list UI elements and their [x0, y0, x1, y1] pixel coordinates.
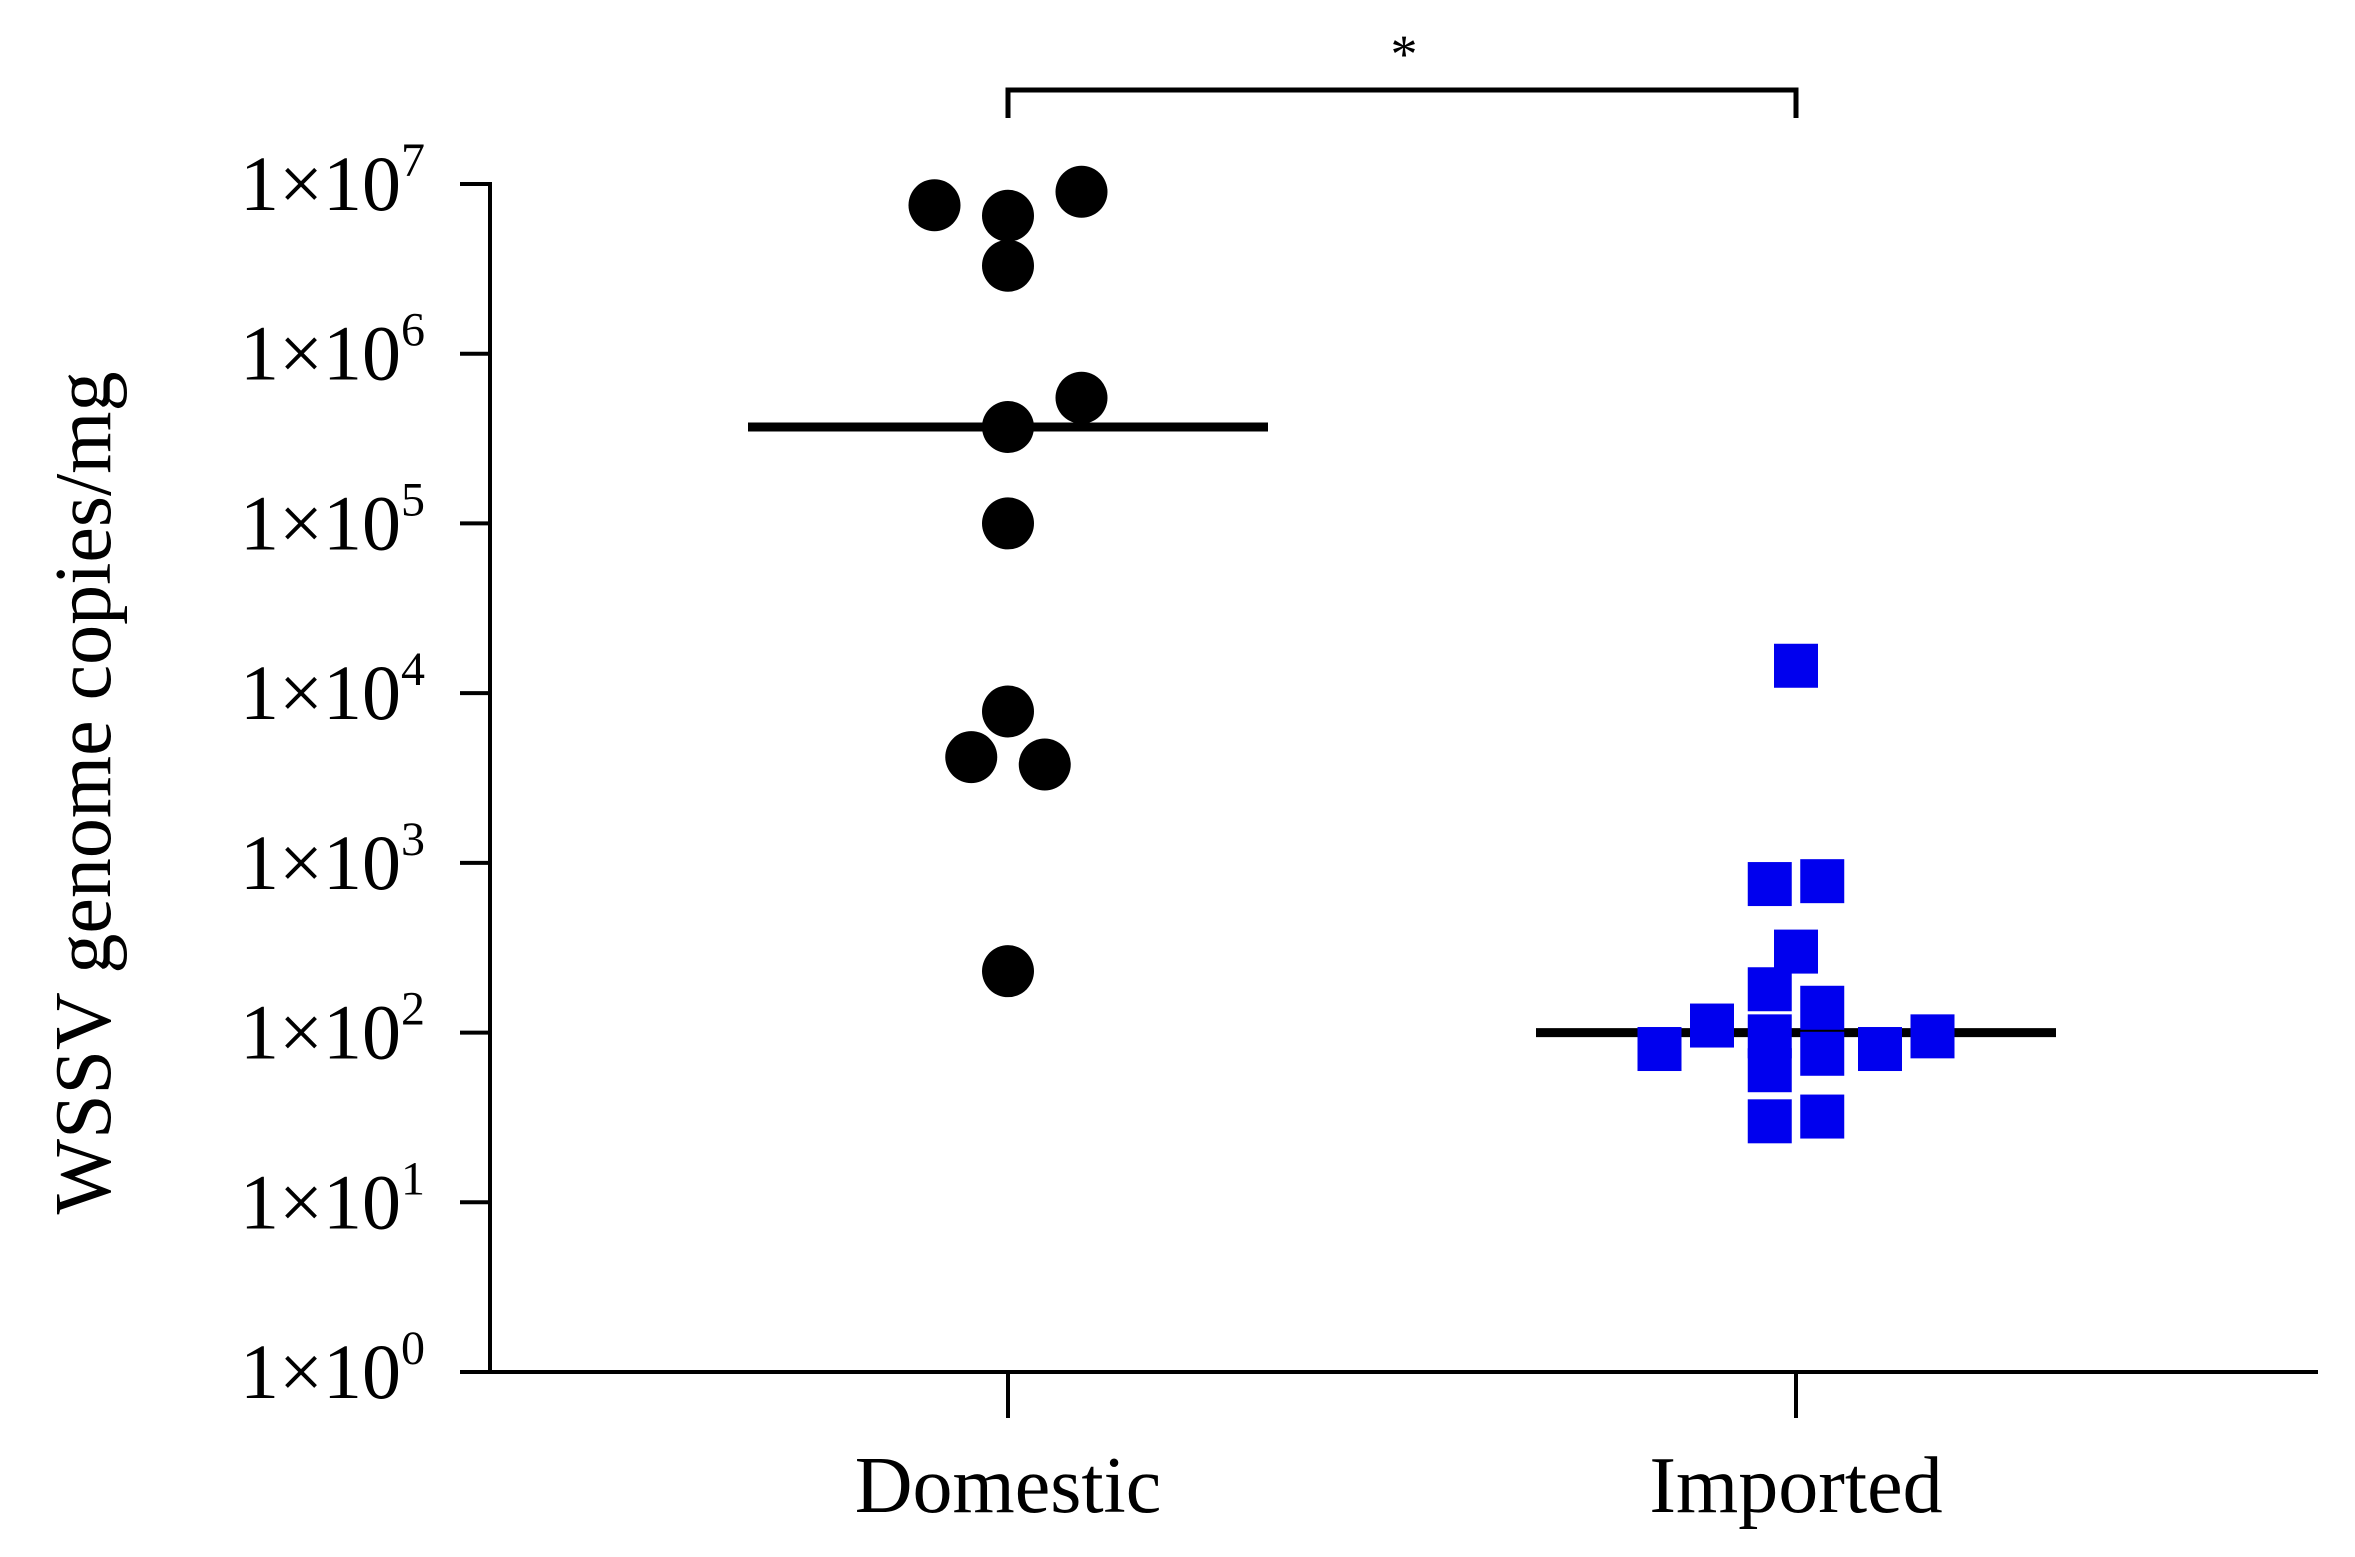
y-tick-label: 1×104 [240, 643, 425, 736]
data-point-imported [1747, 1048, 1792, 1093]
data-point-domestic [982, 189, 1034, 242]
y-tick-label: 1×103 [240, 813, 425, 906]
data-point-domestic [982, 945, 1034, 998]
data-point-imported [1858, 1027, 1902, 1072]
data-point-domestic [908, 179, 961, 232]
y-tick-label: 1×102 [240, 983, 425, 1076]
data-point-imported [1637, 1027, 1682, 1072]
significance-label: * [1391, 24, 1418, 84]
data-point-domestic [982, 685, 1034, 738]
data-points [908, 165, 1955, 1144]
y-tick-label-base: 1×10 [240, 1328, 401, 1415]
data-point-imported [1774, 643, 1818, 688]
y-tick-label-base: 1×10 [240, 479, 401, 566]
y-tick-label-base: 1×10 [240, 989, 401, 1076]
y-tick-label-base: 1×10 [240, 819, 401, 906]
y-tick-label: 1×106 [240, 304, 425, 397]
data-point-domestic [982, 239, 1034, 292]
data-point-imported [1747, 967, 1792, 1012]
y-tick-label-exponent: 7 [401, 134, 425, 187]
y-tick-label-base: 1×10 [240, 649, 401, 736]
data-point-imported [1800, 985, 1845, 1030]
y-tick-label-base: 1×10 [240, 140, 401, 227]
y-tick-label: 1×107 [240, 134, 425, 227]
y-tick-label: 1×105 [240, 473, 425, 566]
y-tick-label-base: 1×10 [240, 310, 401, 397]
y-tick-label-exponent: 0 [401, 1322, 425, 1375]
data-point-imported [1690, 1003, 1734, 1048]
y-tick-label-exponent: 2 [401, 983, 425, 1036]
data-point-domestic [945, 731, 998, 784]
median-lines [748, 422, 2056, 1038]
y-tick-label: 1×100 [240, 1322, 425, 1415]
y-tick-label-exponent: 4 [401, 643, 425, 696]
significance-bracket-line [1005, 87, 1799, 118]
data-point-imported [1774, 929, 1818, 974]
x-tick-label-imported: Imported [1649, 1442, 1942, 1530]
y-tick-label-base: 1×10 [240, 1158, 401, 1245]
y-tick-label-exponent: 5 [401, 473, 425, 526]
axes [488, 182, 2318, 1374]
x-tick-label-domestic: Domestic [855, 1442, 1162, 1530]
y-tick-label-exponent: 6 [401, 304, 425, 357]
data-point-imported [1910, 1014, 1955, 1059]
data-point-domestic [982, 497, 1034, 550]
x-axis-ticks: Domestic Imported [855, 1372, 1943, 1530]
data-point-imported [1800, 1094, 1845, 1139]
data-point-domestic [1055, 165, 1108, 218]
data-point-imported [1800, 859, 1845, 904]
y-axis-label: WSSV genome copies/mg [40, 372, 128, 1215]
data-point-imported [1747, 1099, 1792, 1144]
data-point-imported [1747, 862, 1792, 907]
data-point-imported [1800, 1031, 1845, 1076]
data-point-domestic [982, 400, 1034, 453]
data-point-domestic [1018, 738, 1071, 791]
y-tick-label: 1×101 [240, 1152, 425, 1245]
y-tick-label-exponent: 1 [401, 1152, 425, 1205]
significance-bracket: * [1005, 24, 1799, 118]
y-tick-label-exponent: 3 [401, 813, 425, 866]
data-point-domestic [1055, 371, 1108, 424]
